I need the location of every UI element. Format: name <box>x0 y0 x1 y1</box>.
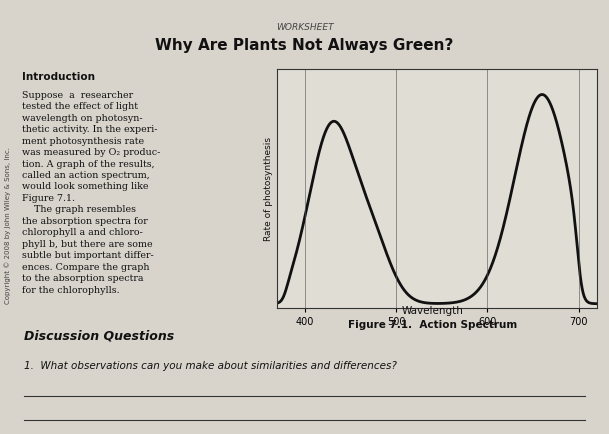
Text: Wavelength: Wavelength <box>401 306 463 316</box>
Text: Suppose  a  researcher
tested the effect of light
wavelength on photosyn-
thetic: Suppose a researcher tested the effect o… <box>22 91 161 295</box>
Text: Discussion Questions: Discussion Questions <box>24 329 174 342</box>
Text: Figure 7.1.  Action Spectrum: Figure 7.1. Action Spectrum <box>348 320 517 330</box>
Text: WORKSHEET: WORKSHEET <box>276 23 333 32</box>
Y-axis label: Rate of photosynthesis: Rate of photosynthesis <box>264 137 273 240</box>
Text: Introduction: Introduction <box>22 72 95 82</box>
Text: 1.  What observations can you make about similarities and differences?: 1. What observations can you make about … <box>24 361 396 371</box>
Text: Why Are Plants Not Always Green?: Why Are Plants Not Always Green? <box>155 38 454 53</box>
Text: Copyright © 2008 by John Wiley & Sons, Inc.: Copyright © 2008 by John Wiley & Sons, I… <box>4 147 10 304</box>
